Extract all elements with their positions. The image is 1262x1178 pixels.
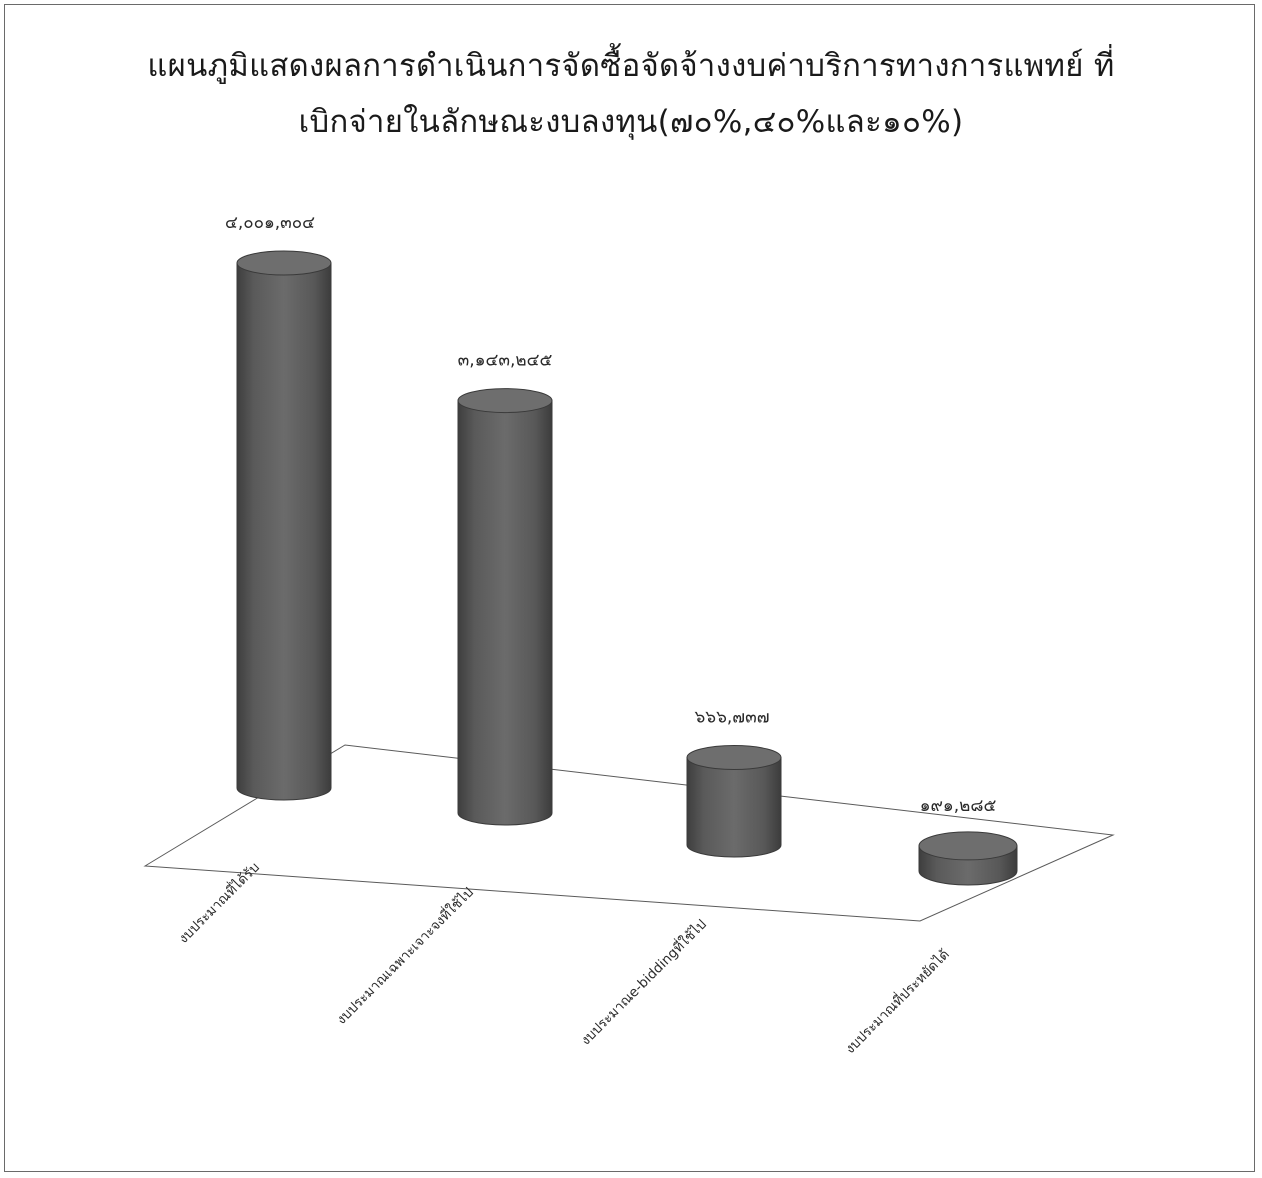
chart-title: แผนภูมิแสดงผลการดำเนินการจัดซื้อจัดจ้างง… xyxy=(0,38,1262,150)
chart-frame xyxy=(4,4,1255,1172)
value-label-2: ๓,๑๔๓,๒๔๕ xyxy=(458,351,553,371)
bar-body-3 xyxy=(686,757,782,858)
bar-group xyxy=(236,250,1018,886)
bar-1 xyxy=(236,250,332,801)
chart-title-line-2: เบิกจ่ายในลักษณะงบลงทุน(๗๐%,๔๐%และ๑๐%) xyxy=(298,104,964,140)
bar-body-2 xyxy=(457,400,553,826)
category-label-2: งบประมาณเฉพาะเจาะจงที่ใช้ไป xyxy=(332,883,477,1028)
bar-2 xyxy=(457,388,553,826)
value-label-1: ๔,๐๐๑,๓๐๔ xyxy=(225,213,315,233)
bar-top-3 xyxy=(686,745,782,771)
bar-top-1 xyxy=(236,250,332,276)
bar-body-1 xyxy=(236,262,332,801)
bar-3 xyxy=(686,745,782,858)
chart-title-line-1: แผนภูมิแสดงผลการดำเนินการจัดซื้อจัดจ้างง… xyxy=(147,48,1115,84)
value-label-3: ๖๖๖,๗๓๗ xyxy=(695,708,770,728)
bar-top-2 xyxy=(457,388,553,414)
category-label-3: งบประมาณe-biddingที่ใช้ไป xyxy=(576,915,709,1048)
bar-top-4 xyxy=(918,831,1018,861)
category-label-4: งบประมาณที่ประหยัดได้ xyxy=(841,945,953,1057)
value-label-4: ๑๙๑,๒๘๕ xyxy=(920,796,997,816)
bar-4 xyxy=(918,831,1018,886)
